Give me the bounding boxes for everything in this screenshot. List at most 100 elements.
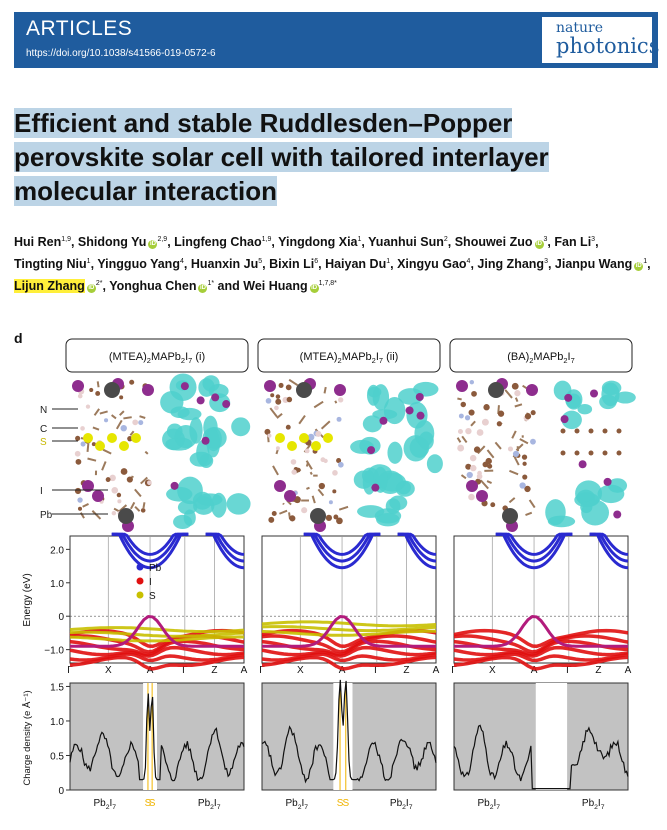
atom bbox=[574, 428, 580, 434]
atom bbox=[89, 387, 94, 393]
lead-band bbox=[303, 532, 381, 556]
author-affiliation: 3 bbox=[591, 236, 596, 243]
atom bbox=[111, 486, 119, 494]
kpoint-label: A bbox=[531, 665, 538, 676]
isosurface-lobe bbox=[183, 509, 196, 526]
author-name[interactable]: Lingfeng Chao1,9 bbox=[174, 235, 271, 249]
author-name-text: Lijun Zhang bbox=[14, 279, 85, 294]
author-name[interactable]: Jing Zhang3 bbox=[477, 257, 548, 271]
atom bbox=[522, 461, 527, 466]
orcid-icon[interactable]: iD bbox=[634, 262, 644, 272]
lead-band bbox=[303, 532, 381, 570]
author-name[interactable]: Yingdong Xia1 bbox=[278, 235, 361, 249]
author-name[interactable]: Lijun Zhang iD2* bbox=[14, 279, 102, 294]
isosurface-lobe bbox=[206, 429, 221, 458]
iodine-atom bbox=[334, 384, 346, 396]
atom bbox=[336, 416, 342, 422]
iodine-band bbox=[69, 655, 245, 671]
atom bbox=[117, 499, 122, 504]
band-ylabel: Energy (eV) bbox=[22, 573, 33, 626]
atom bbox=[490, 502, 496, 508]
density-label-s: S bbox=[149, 798, 156, 809]
header-banner: ARTICLES https://doi.org/10.1038/s41566-… bbox=[14, 12, 659, 68]
interlayer-region bbox=[535, 683, 568, 790]
author-name[interactable]: Yingguo Yang4 bbox=[97, 257, 184, 271]
valence-band bbox=[262, 614, 436, 648]
molecule-structure bbox=[72, 378, 154, 532]
orcid-icon[interactable]: iD bbox=[148, 240, 158, 250]
author-name[interactable]: Wei Huang iD1,7,8* bbox=[243, 279, 337, 294]
iodine-atom bbox=[560, 415, 569, 424]
author-name[interactable]: Jianpu Wang iD1 bbox=[554, 257, 647, 272]
band-ytick: −1.0 bbox=[44, 646, 64, 657]
author-name[interactable]: Hui Ren1,9 bbox=[14, 235, 71, 249]
atom-label: Pb bbox=[40, 510, 53, 521]
atom bbox=[77, 506, 83, 511]
author-name[interactable]: Bixin Li6 bbox=[269, 257, 318, 271]
author-name[interactable]: Shidong Yu iD2,9 bbox=[78, 235, 167, 250]
iodine-atom bbox=[578, 460, 587, 469]
isosurface-lobe bbox=[376, 512, 400, 527]
author-name-text: Wei Huang bbox=[243, 279, 308, 294]
atom bbox=[80, 426, 85, 431]
lead-band bbox=[303, 532, 381, 563]
author-name[interactable]: Fan Li3 bbox=[554, 235, 595, 249]
atom bbox=[103, 418, 109, 423]
author-name-text: Tingting Niu bbox=[14, 257, 87, 272]
atom bbox=[328, 500, 333, 505]
isosurface-lobe bbox=[383, 396, 406, 425]
atom bbox=[496, 421, 502, 427]
atom bbox=[275, 446, 280, 451]
atom bbox=[271, 511, 277, 516]
atom bbox=[77, 497, 83, 503]
author-name[interactable]: Yuanhui Sun2 bbox=[368, 235, 448, 249]
author-name[interactable]: Tingting Niu1 bbox=[14, 257, 91, 271]
isosurface-lobe bbox=[614, 391, 636, 404]
orcid-icon[interactable]: iD bbox=[309, 284, 319, 294]
iodine-atom bbox=[72, 380, 84, 392]
author-name[interactable]: Xingyu Gao4 bbox=[397, 257, 470, 271]
atom bbox=[85, 404, 91, 409]
author-affiliation: 1 bbox=[386, 258, 391, 266]
panel-label: d bbox=[14, 330, 23, 346]
valence-band bbox=[70, 614, 244, 648]
charge-isosurface bbox=[350, 376, 443, 528]
structure-title: (MTEA)2MAPb2I7 (i) bbox=[109, 351, 205, 365]
atom bbox=[514, 390, 521, 397]
atom bbox=[75, 458, 82, 465]
doi-link[interactable]: https://doi.org/10.1038/s41566-019-0572-… bbox=[26, 48, 216, 59]
band-ytick: 2.0 bbox=[50, 545, 64, 556]
author-affiliation: 1,9 bbox=[61, 236, 71, 243]
author-name[interactable]: Huanxin Ju5 bbox=[191, 257, 262, 271]
journal-logo-line1: nature bbox=[556, 20, 603, 36]
valence-band bbox=[454, 614, 628, 648]
legend-marker bbox=[136, 563, 144, 571]
sulfur-atom bbox=[311, 441, 321, 451]
molecule-structure bbox=[264, 378, 349, 532]
iodine-atom bbox=[456, 380, 468, 392]
atom bbox=[95, 391, 101, 396]
atom bbox=[483, 404, 490, 411]
author-name[interactable]: Shouwei Zuo iD3 bbox=[455, 235, 547, 250]
kpoint-label: X bbox=[105, 665, 112, 676]
orcid-icon[interactable]: iD bbox=[534, 240, 544, 250]
orcid-icon[interactable]: iD bbox=[86, 284, 96, 294]
iodine-atom bbox=[264, 380, 276, 392]
iodine-atom bbox=[564, 393, 573, 402]
orcid-icon[interactable]: iD bbox=[198, 284, 208, 294]
kpoint-label: Γ bbox=[182, 665, 188, 676]
lead-atom bbox=[118, 508, 134, 524]
atom bbox=[75, 435, 81, 441]
kpoint-label: Z bbox=[403, 665, 409, 676]
isosurface-lobe bbox=[561, 410, 582, 430]
lead-band bbox=[397, 532, 437, 556]
kpoint-label: Γ bbox=[259, 665, 265, 676]
author-name[interactable]: Yonghua Chen iD1* bbox=[109, 279, 214, 294]
atom bbox=[602, 450, 608, 456]
author-name-text: Xingyu Gao bbox=[397, 257, 467, 272]
author-name[interactable]: Haiyan Du1 bbox=[325, 257, 390, 271]
isosurface-lobe bbox=[577, 404, 593, 415]
author-name-text: Jianpu Wang bbox=[554, 257, 633, 272]
legend-marker bbox=[136, 577, 144, 585]
